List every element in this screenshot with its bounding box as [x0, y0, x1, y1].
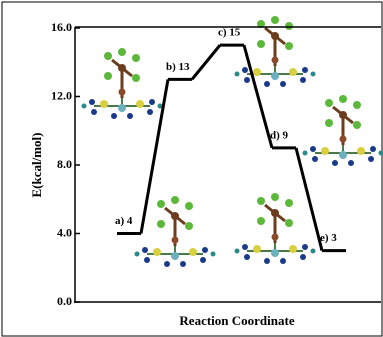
y-tick-label: 8.0	[57, 157, 72, 171]
value-label: d) 9	[270, 129, 289, 141]
value-label: b) 13	[166, 61, 190, 73]
transition-line	[296, 148, 322, 251]
x-axis-label: Reaction Coordinate	[179, 313, 294, 328]
value-label: c) 15	[218, 27, 241, 39]
transition-line	[244, 45, 272, 148]
molecules	[82, 16, 383, 267]
y-tick-label: 12.0	[51, 88, 72, 102]
y-tick-label: 0.0	[57, 294, 72, 308]
chart: E(kcal/mol) Reaction Coordinate 0.0 4.0 8.…	[0, 0, 383, 337]
y-tick-label: 4.0	[57, 225, 72, 239]
transition-line	[192, 45, 220, 79]
value-label: a) 4	[115, 215, 133, 227]
y-axis-label: E(kcal/mol)	[29, 133, 44, 198]
value-label: e) 3	[320, 232, 337, 244]
y-tick-label: 16.0	[51, 20, 72, 34]
